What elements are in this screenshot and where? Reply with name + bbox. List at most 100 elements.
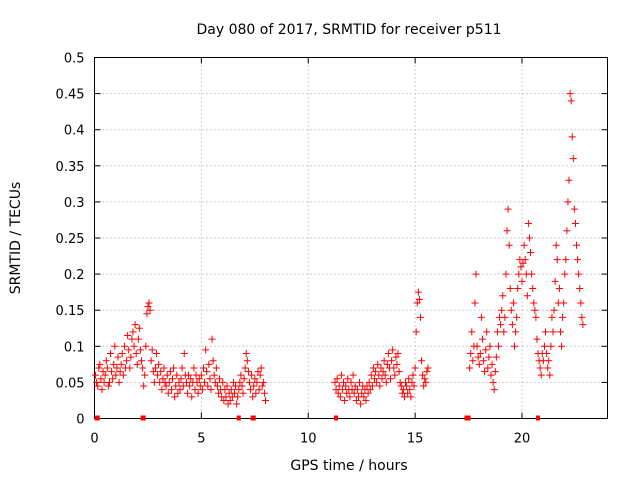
data-point xyxy=(387,375,395,383)
data-point xyxy=(466,364,474,372)
data-point xyxy=(356,378,364,386)
data-point xyxy=(229,378,237,386)
data-point xyxy=(423,368,431,376)
data-point xyxy=(568,133,576,141)
data-point xyxy=(145,299,153,307)
data-point xyxy=(341,396,349,404)
data-point xyxy=(476,350,484,358)
data-point xyxy=(158,386,166,394)
data-point xyxy=(131,321,139,329)
data-point xyxy=(422,378,430,386)
data-point xyxy=(110,360,118,368)
y-tick-label: 0.15 xyxy=(56,304,85,319)
data-point xyxy=(96,360,104,368)
y-tick-label: 0.25 xyxy=(56,232,85,247)
x-tick-label: 0 xyxy=(90,432,98,447)
data-point xyxy=(413,299,421,307)
data-point xyxy=(399,386,407,394)
data-point xyxy=(101,371,109,379)
data-point xyxy=(172,382,180,390)
data-point xyxy=(509,299,517,307)
data-point xyxy=(395,368,403,376)
data-point xyxy=(402,378,410,386)
data-point xyxy=(340,378,348,386)
data-point xyxy=(540,342,548,350)
data-point xyxy=(502,270,510,278)
data-point xyxy=(179,382,187,390)
data-point xyxy=(389,346,397,354)
y-tick-label: 0.05 xyxy=(56,376,85,391)
data-point xyxy=(138,357,146,365)
data-point xyxy=(252,389,260,397)
data-point xyxy=(573,241,581,249)
data-point xyxy=(390,364,398,372)
axis-marker xyxy=(464,415,469,421)
data-point xyxy=(244,368,252,376)
data-point xyxy=(500,328,508,336)
data-point xyxy=(336,393,344,401)
data-point xyxy=(214,389,222,397)
data-point xyxy=(95,364,103,372)
data-point xyxy=(371,375,379,383)
data-point xyxy=(207,386,215,394)
data-point xyxy=(177,375,185,383)
data-point xyxy=(194,389,202,397)
data-point xyxy=(530,299,538,307)
data-point xyxy=(155,360,163,368)
data-point xyxy=(213,382,221,390)
data-point xyxy=(380,357,388,365)
data-point xyxy=(118,350,126,358)
data-point xyxy=(119,371,127,379)
data-point xyxy=(259,378,267,386)
data-point xyxy=(420,382,428,390)
data-point xyxy=(169,375,177,383)
data-point xyxy=(475,360,483,368)
data-point xyxy=(211,378,219,386)
data-point xyxy=(227,386,235,394)
data-point xyxy=(176,386,184,394)
y-tick-label: 0.4 xyxy=(64,124,85,139)
data-point xyxy=(160,364,168,372)
data-point xyxy=(149,368,157,376)
data-point xyxy=(151,364,159,372)
data-point xyxy=(410,382,418,390)
data-point xyxy=(486,342,494,350)
data-point xyxy=(130,342,138,350)
data-point xyxy=(139,364,147,372)
data-point xyxy=(357,400,365,408)
data-point xyxy=(94,382,102,390)
data-point xyxy=(529,285,537,293)
data-point xyxy=(481,368,489,376)
data-point xyxy=(353,386,361,394)
data-point xyxy=(255,386,263,394)
data-point xyxy=(347,378,355,386)
data-point xyxy=(520,241,528,249)
data-point xyxy=(93,378,101,386)
data-point xyxy=(373,378,381,386)
data-point xyxy=(174,389,182,397)
data-point xyxy=(515,270,523,278)
data-point xyxy=(166,368,174,376)
data-point xyxy=(546,371,554,379)
data-point xyxy=(162,382,170,390)
data-point xyxy=(570,205,578,213)
axis-marker xyxy=(141,415,146,421)
data-point xyxy=(212,364,220,372)
data-point xyxy=(393,360,401,368)
data-point xyxy=(178,364,186,372)
data-point xyxy=(335,382,343,390)
data-point xyxy=(408,378,416,386)
data-point xyxy=(553,256,561,264)
data-point xyxy=(547,342,555,350)
data-point xyxy=(200,364,208,372)
data-point xyxy=(346,393,354,401)
data-point xyxy=(343,389,351,397)
data-point xyxy=(549,328,557,336)
data-point xyxy=(231,389,239,397)
axis-marker xyxy=(466,415,471,421)
data-point xyxy=(412,328,420,336)
data-point xyxy=(198,386,206,394)
data-point xyxy=(501,313,509,321)
data-point xyxy=(216,375,224,383)
